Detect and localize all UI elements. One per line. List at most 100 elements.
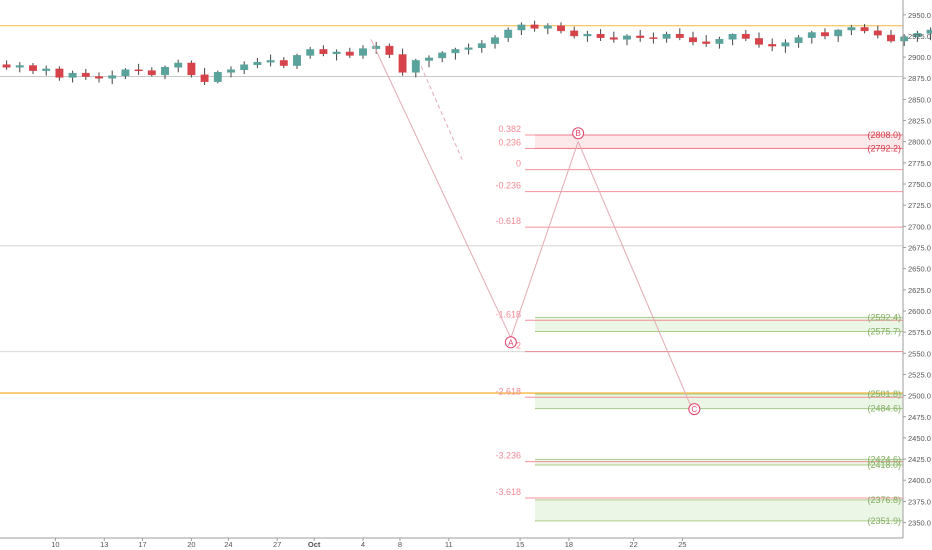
price-tick-label-21: 2875.0 [908,74,931,83]
price-axis[interactable]: 2350.0 2375.0 2400.0 2425.0 2450.0 2475.0 2500… [902,0,931,538]
wave-marker-label-c: C [691,405,697,414]
candle-body-20 [266,60,275,63]
zone-top-label-2: (2501.8) [867,389,901,399]
candle-body-0 [2,64,11,68]
candle-body-48 [636,35,645,38]
candle-body-27 [359,48,367,56]
wave-marker-label-a: A [508,338,514,347]
candle-body-45 [596,33,605,38]
time-tick-label-0: 10 [51,540,59,549]
candle-body-11 [147,70,156,76]
time-axis[interactable]: 10 13 17 20 24 27 Oct 4 8 11 15 18 22 25 [0,537,903,549]
price-tick-label-6: 2500.0 [908,392,931,401]
time-tick-label-3: 20 [187,540,195,549]
price-tick-label-13: 2675.0 [908,243,931,252]
candle-body-28 [372,45,381,49]
candle-body-38 [504,29,513,38]
candle-body-46 [609,37,618,40]
candle-body-52 [689,37,697,43]
candle-body-58 [768,44,777,47]
price-tick-label-2: 2400.0 [908,476,931,485]
candle-body-17 [227,69,235,73]
candle-body-44 [583,33,592,37]
candlesticks [2,20,932,86]
candle-body-61 [807,32,816,38]
time-tick-label-7: 4 [361,540,365,549]
time-tick-label-8: 8 [398,540,402,549]
candle-body-69 [913,33,922,38]
candle-body-57 [755,38,763,45]
wave-segment-0 [370,39,512,339]
candle-body-41 [543,25,552,29]
candle-body-5 [68,72,77,78]
candle-body-29 [385,45,394,55]
price-tick-label-9: 2575.0 [908,328,931,337]
price-tick-label-15: 2725.0 [908,201,931,210]
candle-body-25 [332,51,341,54]
time-tick-label-10: 15 [516,540,524,549]
candle-body-56 [741,33,750,39]
price-tick-label-18: 2800.0 [908,138,931,147]
candle-body-7 [95,76,103,79]
candle-body-32 [425,57,433,61]
candle-body-9 [121,69,130,76]
time-tick-label-4: 24 [224,540,232,549]
candle-body-22 [293,55,301,66]
candle-body-68 [900,36,909,42]
price-tick-label-7: 2525.0 [908,370,931,379]
zone-band-4 [535,499,903,521]
fib-label-5: -1.618 [495,309,521,319]
candle-body-18 [240,64,249,71]
candle-body-40 [530,24,539,29]
candle-body-43 [570,30,579,37]
zone-top-label-4: (2376.8) [867,495,901,505]
candle-body-2 [29,65,37,71]
time-tick-label-13: 25 [678,540,686,549]
time-tick-label-11: 18 [565,540,573,549]
time-tick-label-12: 22 [629,540,637,549]
fib-label-1: 0.236 [498,137,521,147]
candle-body-51 [675,33,684,38]
candle-body-13 [174,62,183,68]
zone-bottom-label-0: (2792.2) [867,143,901,153]
candle-body-70 [926,29,932,34]
zone-band-2 [535,394,903,409]
candle-body-33 [438,52,447,59]
candle-body-6 [81,72,90,77]
price-tick-label-0: 2350.0 [908,519,931,528]
wave-marker-b [572,127,585,140]
zone-band-1 [535,317,903,332]
candle-body-10 [134,69,143,72]
projection-dashed-line [420,66,464,163]
price-tick-label-12: 2650.0 [908,265,931,274]
price-tick-label-14: 2700.0 [908,222,931,231]
fib-label-9: -3.618 [495,487,521,497]
wave-marker-a [504,336,517,349]
price-tick-label-8: 2550.0 [908,349,931,358]
zone-top-label-0: (2808.0) [867,130,901,140]
candle-body-8 [108,75,117,79]
candle-body-55 [728,33,737,40]
zone-bottom-label-2: (2484.6) [867,404,901,414]
wave-marker-c [688,403,701,416]
candle-body-42 [557,25,565,32]
candle-body-12 [161,66,169,76]
time-tick-label-2: 17 [138,540,146,549]
fibonacci-levels: 0.382 0.236 0 -0.236 -0.618 -1.618 -2 -2.618 -3.… [495,124,903,499]
candle-body-24 [319,49,328,54]
candle-body-14 [187,62,196,76]
candle-body-50 [662,33,671,39]
candle-body-4 [55,68,64,78]
price-tick-label-10: 2600.0 [908,307,931,316]
wave-segment-1 [510,141,579,339]
fib-label-8: -3.236 [495,451,521,461]
fib-label-2: 0 [516,159,521,169]
candle-body-31 [411,60,420,73]
fib-label-0: 0.382 [498,124,521,134]
candle-body-65 [860,27,869,32]
zone-labels: (2808.0) (2792.2) (2592.4) (2575.7) (2501.8)… [867,130,901,526]
zone-band-0 [535,134,903,149]
price-tick-label-1: 2375.0 [908,497,931,506]
price-tick-label-3: 2425.0 [908,455,931,464]
